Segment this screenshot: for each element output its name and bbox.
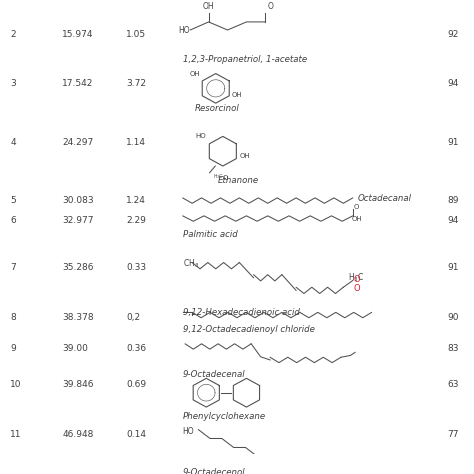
Text: 0,2: 0,2 xyxy=(126,313,140,322)
Text: 91: 91 xyxy=(447,138,459,147)
Text: O: O xyxy=(354,274,360,283)
Text: 1.24: 1.24 xyxy=(126,196,146,205)
Text: 90: 90 xyxy=(447,313,459,322)
Text: 39.846: 39.846 xyxy=(62,380,94,389)
Text: OH: OH xyxy=(203,2,214,11)
Text: 9: 9 xyxy=(10,344,16,353)
Text: 91: 91 xyxy=(447,264,459,273)
Text: $\mathregular{H_3C}$: $\mathregular{H_3C}$ xyxy=(348,272,365,284)
Text: OH: OH xyxy=(190,71,200,76)
Text: Octadecanal: Octadecanal xyxy=(357,194,411,203)
Text: OH: OH xyxy=(352,216,363,221)
Text: 7: 7 xyxy=(10,264,16,273)
Text: 0.69: 0.69 xyxy=(126,380,146,389)
Text: 9,12-Octadecadienoyl chloride: 9,12-Octadecadienoyl chloride xyxy=(182,325,315,334)
Text: $\mathregular{{}^{H_3C}}$O: $\mathregular{{}^{H_3C}}$O xyxy=(213,173,229,184)
Text: 9-Octadecenol: 9-Octadecenol xyxy=(182,468,245,474)
Text: 39.00: 39.00 xyxy=(62,344,88,353)
Text: HO: HO xyxy=(178,26,190,35)
Text: $\mathregular{CH_3}$: $\mathregular{CH_3}$ xyxy=(182,257,199,270)
Text: HO: HO xyxy=(196,133,206,139)
Text: 92: 92 xyxy=(448,30,459,39)
Text: 46.948: 46.948 xyxy=(62,429,93,438)
Text: 30.083: 30.083 xyxy=(62,196,94,205)
Text: 2: 2 xyxy=(10,30,16,39)
Text: 3: 3 xyxy=(10,79,16,88)
Text: Ethanone: Ethanone xyxy=(218,176,259,185)
Text: 0.14: 0.14 xyxy=(126,429,146,438)
Text: 0.33: 0.33 xyxy=(126,264,146,273)
Text: 1.05: 1.05 xyxy=(126,30,146,39)
Text: 77: 77 xyxy=(447,429,459,438)
Text: 83: 83 xyxy=(447,344,459,353)
Text: 10: 10 xyxy=(10,380,22,389)
Text: O: O xyxy=(354,283,360,292)
Text: Phenylcyclohexane: Phenylcyclohexane xyxy=(182,412,266,421)
Text: 1,2,3-Propanetriol, 1-acetate: 1,2,3-Propanetriol, 1-acetate xyxy=(182,55,307,64)
Text: 63: 63 xyxy=(447,380,459,389)
Text: 1.14: 1.14 xyxy=(126,138,146,147)
Text: 9,12-Hexadecadienoic acid: 9,12-Hexadecadienoic acid xyxy=(182,308,300,317)
Text: 2.29: 2.29 xyxy=(126,216,146,225)
Text: 15.974: 15.974 xyxy=(62,30,94,39)
Text: 94: 94 xyxy=(448,79,459,88)
Text: OH: OH xyxy=(231,92,242,98)
Text: OH: OH xyxy=(239,153,250,159)
Text: 17.542: 17.542 xyxy=(62,79,93,88)
Text: 38.378: 38.378 xyxy=(62,313,94,322)
Text: 0.36: 0.36 xyxy=(126,344,146,353)
Text: 89: 89 xyxy=(447,196,459,205)
Text: 94: 94 xyxy=(448,216,459,225)
Text: Palmitic acid: Palmitic acid xyxy=(182,230,237,239)
Text: 4: 4 xyxy=(10,138,16,147)
Text: O: O xyxy=(354,204,359,210)
Text: 11: 11 xyxy=(10,429,22,438)
Text: O: O xyxy=(268,2,273,11)
Text: 9-Octadecenal: 9-Octadecenal xyxy=(182,370,245,379)
Text: 35.286: 35.286 xyxy=(62,264,94,273)
Text: 6: 6 xyxy=(10,216,16,225)
Text: HO: HO xyxy=(182,427,194,436)
Text: 5: 5 xyxy=(10,196,16,205)
Text: 24.297: 24.297 xyxy=(62,138,93,147)
Text: 8: 8 xyxy=(10,313,16,322)
Text: Resorcinol: Resorcinol xyxy=(194,104,239,113)
Text: 3.72: 3.72 xyxy=(126,79,146,88)
Text: 32.977: 32.977 xyxy=(62,216,94,225)
